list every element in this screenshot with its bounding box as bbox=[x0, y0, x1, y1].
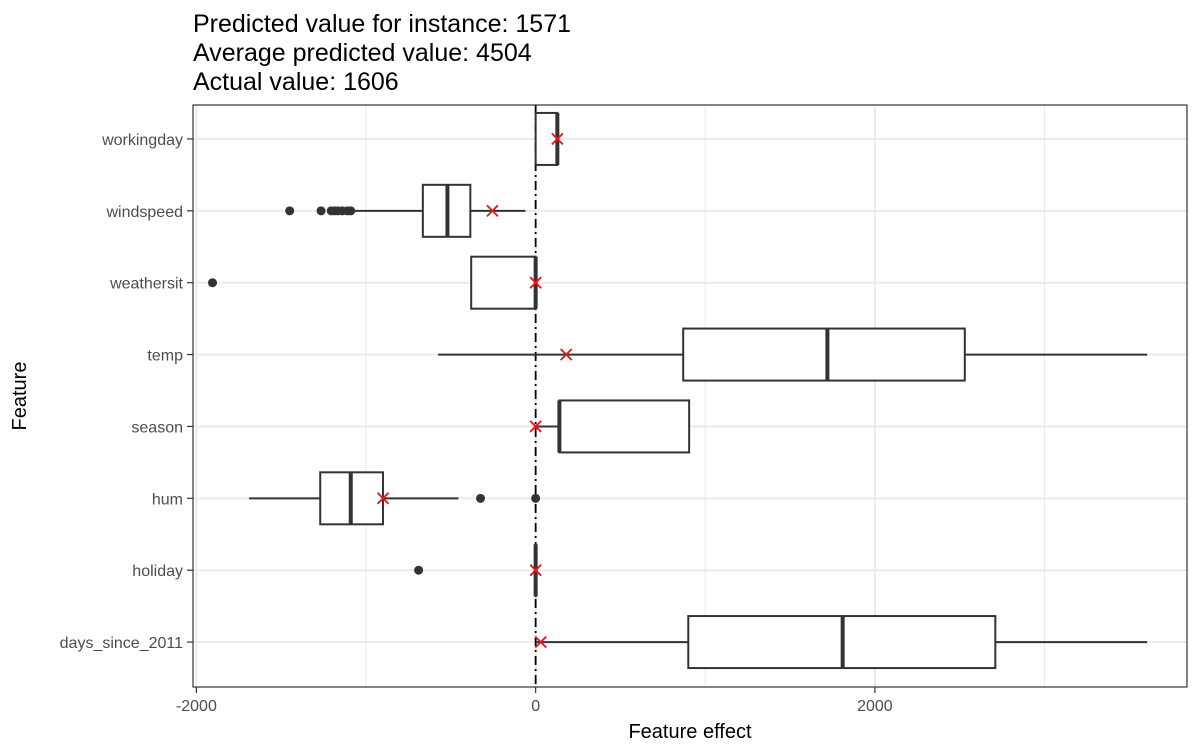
outlier-holiday-0 bbox=[414, 565, 424, 575]
outlier-windspeed-7 bbox=[346, 206, 356, 216]
instance-marker-weathersit bbox=[529, 276, 542, 289]
outlier-windspeed-0 bbox=[285, 206, 295, 216]
title-line-1: Predicted value for instance: 1571 bbox=[193, 10, 571, 38]
y-tick-label-days_since_2011: days_since_2011 bbox=[60, 635, 183, 652]
plot-panel-border bbox=[192, 104, 1188, 688]
instance-marker-days_since_2011 bbox=[534, 635, 547, 649]
outlier-hum-1 bbox=[531, 493, 541, 503]
x-tick-label-1: 0 bbox=[531, 698, 540, 715]
y-tick-label-windspeed: windspeed bbox=[106, 204, 184, 221]
outlier-weathersit-0 bbox=[208, 278, 218, 288]
x-axis-title: Feature effect bbox=[628, 721, 751, 743]
box-body-season bbox=[558, 399, 691, 454]
y-axis: workingday windspeed weathersit temp season h… bbox=[60, 132, 193, 652]
title-line-3: Actual value: 1606 bbox=[193, 68, 399, 96]
box-plots bbox=[208, 111, 1148, 670]
x-tick-label-2: 2000 bbox=[857, 698, 893, 715]
box-body-temp bbox=[682, 327, 966, 382]
instance-marker-temp bbox=[560, 348, 573, 361]
instance-marker-windspeed bbox=[486, 204, 499, 217]
y-tick-label-workingday: workingday bbox=[101, 132, 183, 149]
box-windspeed bbox=[285, 183, 526, 238]
y-tick-label-hum: hum bbox=[152, 491, 183, 508]
chart-title: Predicted value for instance: 1571 Avera… bbox=[193, 10, 571, 96]
outlier-hum-0 bbox=[476, 493, 486, 503]
box-hum bbox=[248, 471, 541, 526]
y-tick-label-weathersit: weathersit bbox=[109, 276, 183, 293]
instance-marker-season bbox=[529, 420, 542, 433]
outlier-windspeed-1 bbox=[316, 206, 326, 216]
y-tick-label-holiday: holiday bbox=[132, 563, 183, 580]
box-weathersit bbox=[208, 255, 538, 310]
instance-markers bbox=[376, 132, 573, 649]
box-temp bbox=[438, 327, 1148, 382]
instance-marker-holiday bbox=[529, 564, 542, 577]
box-body-weathersit bbox=[470, 255, 537, 310]
y-tick-label-temp: temp bbox=[147, 348, 183, 365]
box-days_since_2011 bbox=[535, 615, 1148, 670]
plot-panel-background bbox=[193, 105, 1187, 687]
box-season bbox=[535, 399, 691, 454]
box-workingday bbox=[534, 111, 560, 166]
x-axis: -2000 0 2000 bbox=[176, 687, 893, 715]
instance-marker-hum bbox=[376, 492, 390, 505]
y-axis-title: Feature bbox=[9, 362, 31, 431]
instance-marker-workingday bbox=[551, 132, 564, 146]
title-line-2: Average predicted value: 4504 bbox=[193, 39, 532, 67]
y-tick-label-season: season bbox=[131, 419, 183, 436]
x-tick-label-0: -2000 bbox=[176, 698, 217, 715]
box-body-workingday bbox=[534, 111, 559, 166]
